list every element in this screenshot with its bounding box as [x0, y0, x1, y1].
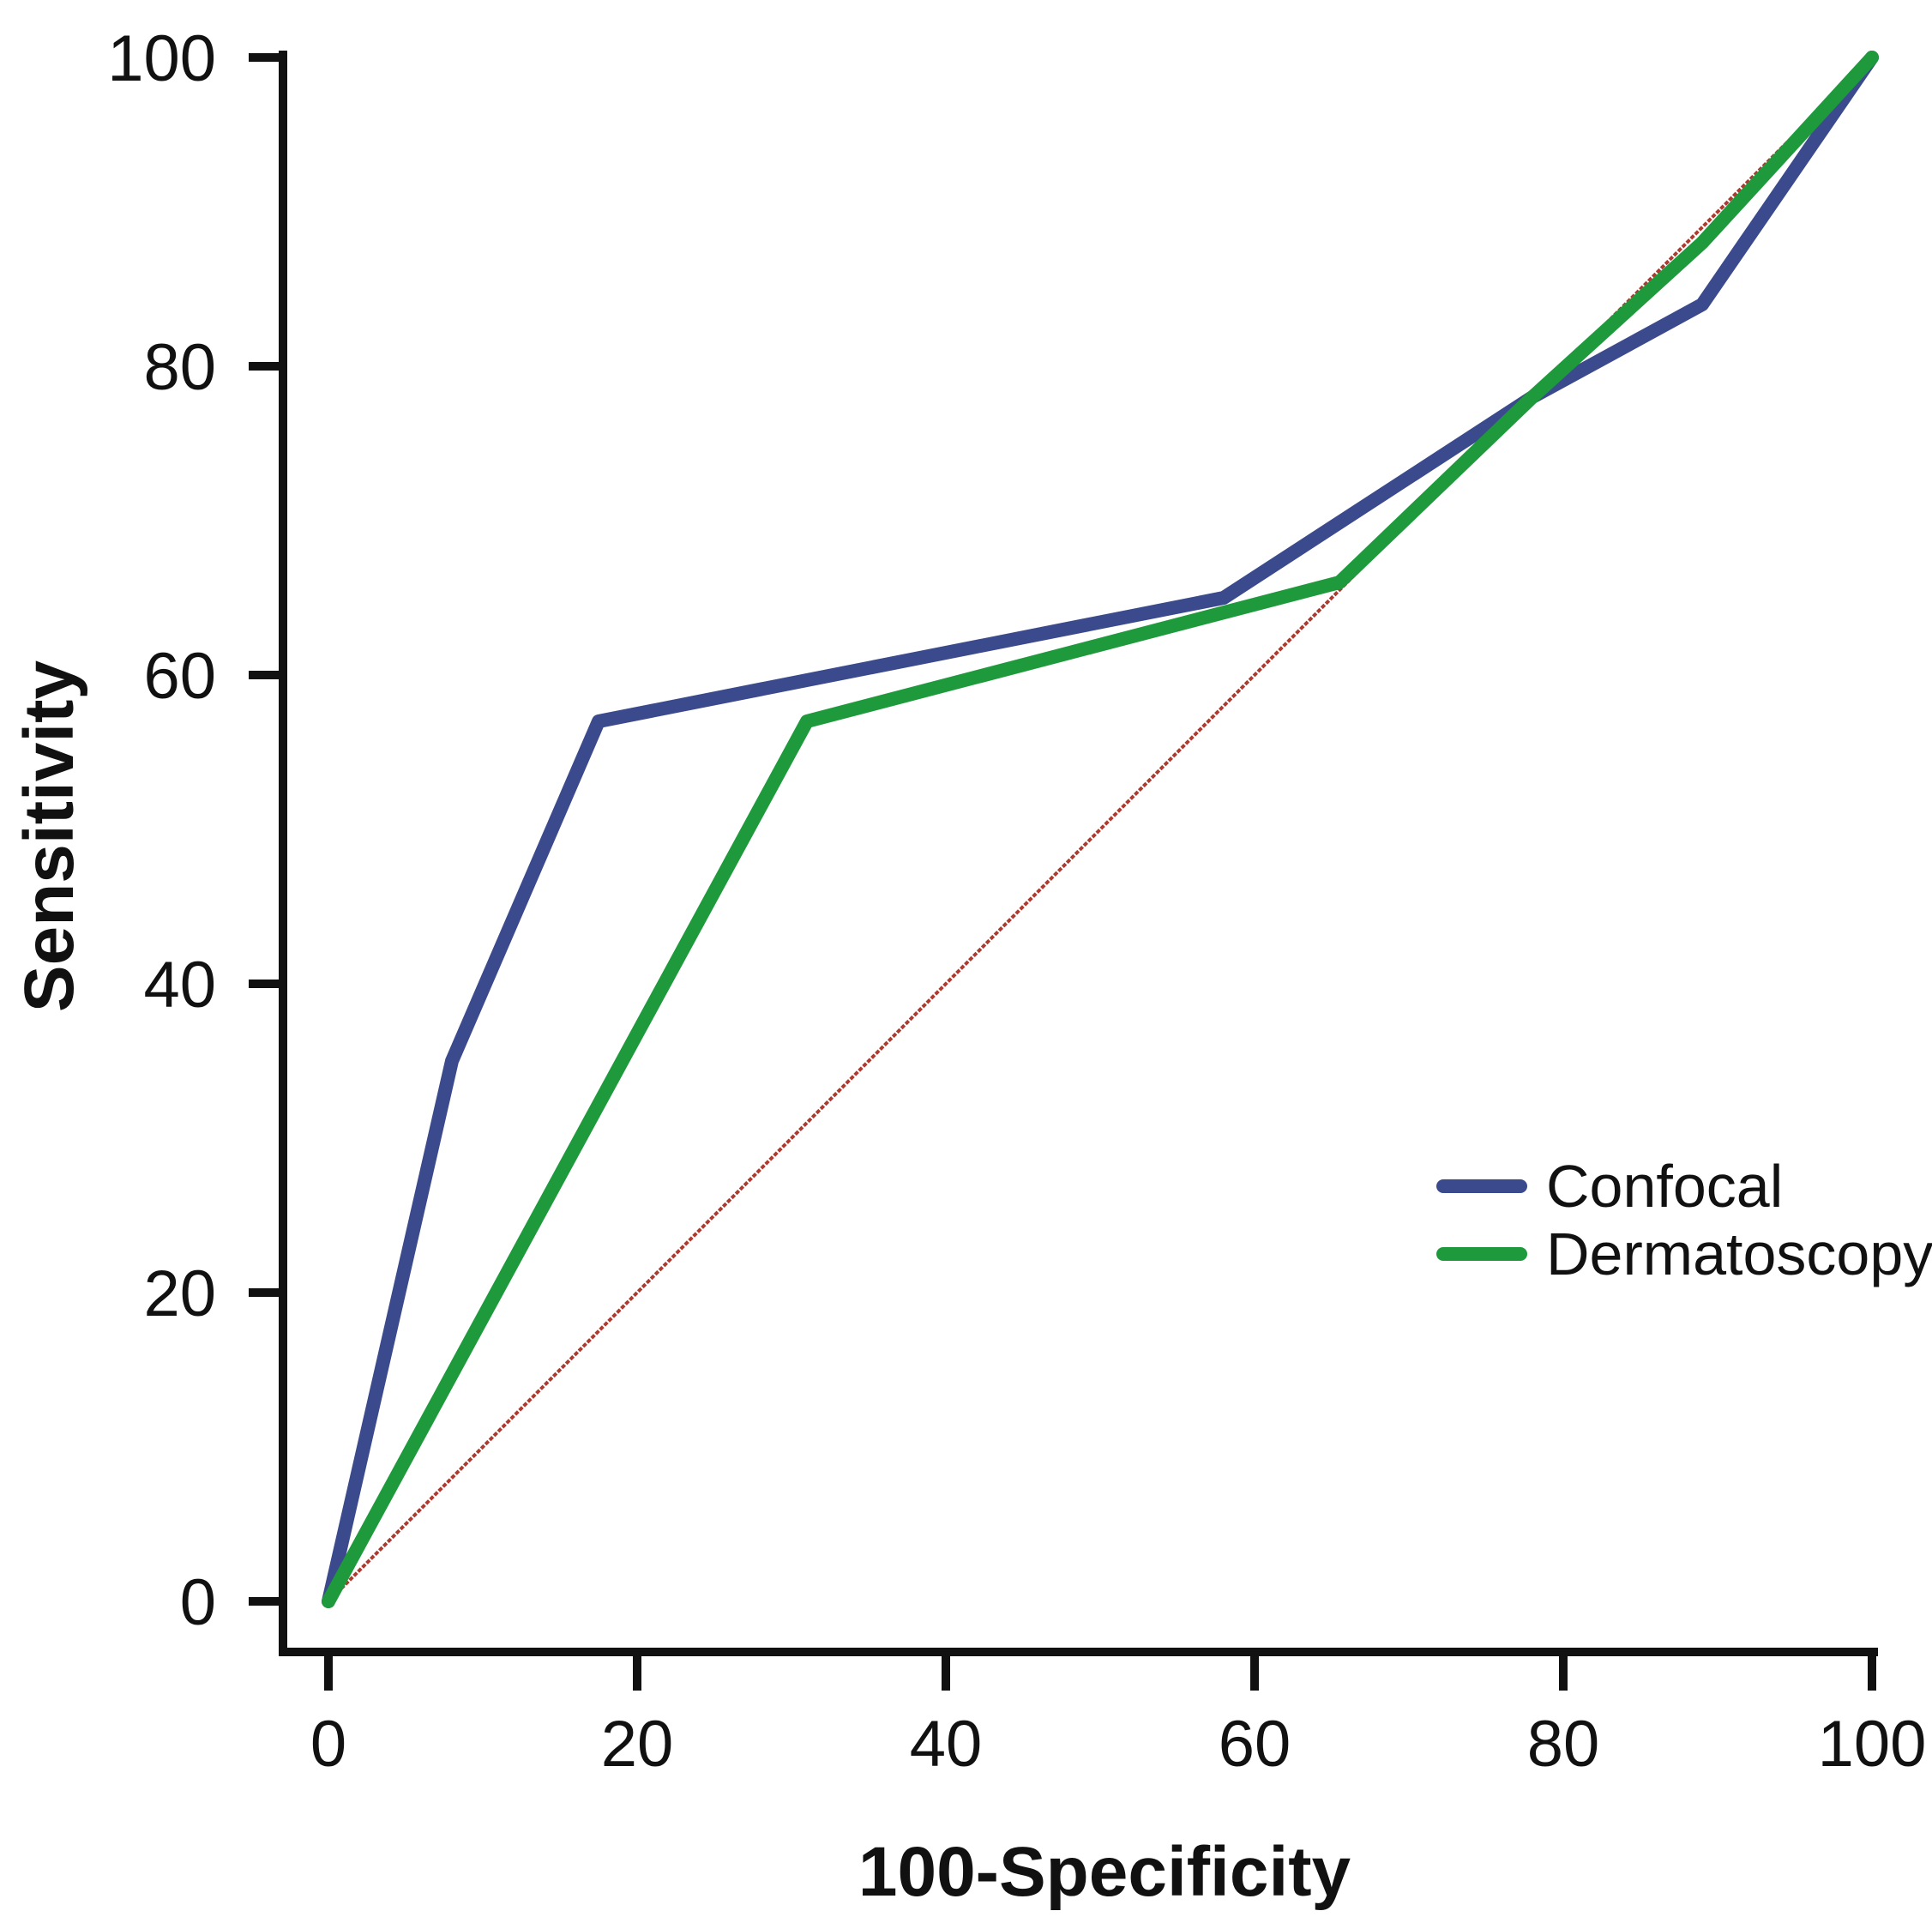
x-axis-title: 100-Specificity	[858, 1833, 1351, 1911]
x-ticks: 0 20 40 60 80 100	[310, 1652, 1927, 1781]
x-tick-label-60: 60	[1219, 1708, 1291, 1781]
y-tick-label-40: 40	[143, 949, 216, 1022]
y-tick-label-80: 80	[143, 331, 216, 404]
legend-label-confocal: Confocal	[1546, 1153, 1783, 1220]
legend: Confocal Dermatoscopy	[1436, 1153, 1932, 1287]
y-ticks: 0 20 40 60 80 100	[107, 22, 283, 1639]
series-line-confocal	[322, 51, 1879, 1608]
series-line-dermatoscopy	[322, 51, 1879, 1608]
x-tick-label-20: 20	[601, 1708, 674, 1781]
x-tick-label-80: 80	[1527, 1708, 1600, 1781]
axes	[279, 51, 1878, 1656]
y-tick-label-20: 20	[143, 1257, 216, 1330]
x-tick-label-40: 40	[910, 1708, 983, 1781]
plot-lines	[322, 51, 1879, 1608]
y-axis-title: Sensitivity	[10, 660, 88, 1013]
x-tick-label-0: 0	[310, 1708, 346, 1781]
x-tick-label-100: 100	[1818, 1708, 1927, 1781]
legend-label-dermatoscopy: Dermatoscopy	[1546, 1221, 1932, 1287]
y-tick-label-60: 60	[143, 640, 216, 713]
y-tick-label-0: 0	[180, 1566, 216, 1639]
y-tick-label-100: 100	[107, 22, 216, 95]
reference-diagonal-line	[327, 56, 1874, 1603]
